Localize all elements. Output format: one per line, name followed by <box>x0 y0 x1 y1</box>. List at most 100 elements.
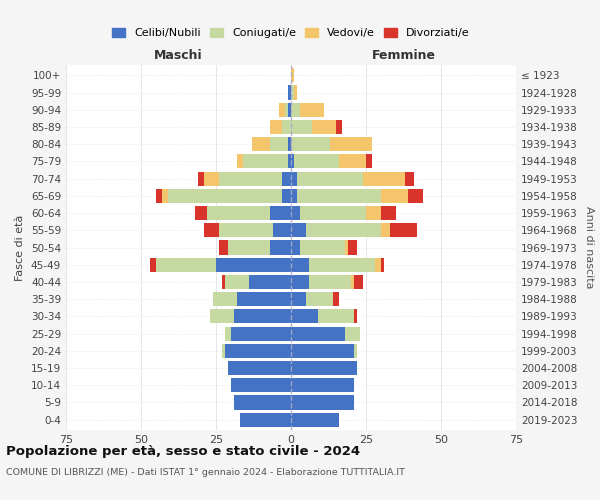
Bar <box>291 412 339 426</box>
Bar <box>225 275 249 289</box>
Bar <box>354 275 363 289</box>
Bar <box>408 189 423 203</box>
Bar <box>282 172 291 185</box>
Bar <box>222 275 225 289</box>
Bar <box>156 189 162 203</box>
Bar <box>381 223 390 238</box>
Bar <box>204 172 219 185</box>
Bar <box>204 223 219 238</box>
Bar <box>237 154 243 168</box>
Legend: Celibi/Nubili, Coniugati/e, Vedovi/e, Divorziati/e: Celibi/Nubili, Coniugati/e, Vedovi/e, Di… <box>108 23 474 43</box>
Text: Maschi: Maschi <box>154 48 203 62</box>
Bar <box>291 258 309 272</box>
Bar <box>366 154 372 168</box>
Bar <box>270 137 288 152</box>
Bar <box>225 326 231 340</box>
Bar <box>288 154 291 168</box>
Text: Femmine: Femmine <box>371 48 436 62</box>
Bar <box>381 189 408 203</box>
Bar <box>300 102 324 117</box>
Bar <box>213 292 237 306</box>
Bar <box>297 189 381 203</box>
Bar <box>237 292 291 306</box>
Text: COMUNE DI LIBRIZZI (ME) - Dati ISTAT 1° gennaio 2024 - Elaborazione TUTTITALIA.I: COMUNE DI LIBRIZZI (ME) - Dati ISTAT 1° … <box>6 468 405 477</box>
Bar <box>297 172 363 185</box>
Bar <box>291 240 300 254</box>
Bar <box>300 240 345 254</box>
Bar <box>405 172 414 185</box>
Bar <box>354 344 357 358</box>
Bar <box>291 102 300 117</box>
Bar <box>333 292 339 306</box>
Bar <box>270 240 291 254</box>
Bar <box>219 223 273 238</box>
Bar <box>198 172 204 185</box>
Bar <box>306 292 333 306</box>
Bar <box>273 223 291 238</box>
Bar <box>390 223 417 238</box>
Bar <box>294 154 339 168</box>
Bar <box>330 137 372 152</box>
Bar <box>363 172 405 185</box>
Bar <box>210 310 234 324</box>
Bar <box>249 275 291 289</box>
Bar <box>291 223 306 238</box>
Y-axis label: Anni di nascita: Anni di nascita <box>584 206 594 289</box>
Bar <box>231 326 291 340</box>
Bar <box>222 344 225 358</box>
Bar <box>291 172 297 185</box>
Bar <box>240 412 291 426</box>
Bar <box>252 137 270 152</box>
Bar <box>279 102 285 117</box>
Bar <box>228 361 291 375</box>
Text: Popolazione per età, sesso e stato civile - 2024: Popolazione per età, sesso e stato civil… <box>6 445 360 458</box>
Bar <box>162 189 168 203</box>
Bar <box>354 310 357 324</box>
Bar <box>288 102 291 117</box>
Bar <box>270 120 282 134</box>
Bar <box>291 86 294 100</box>
Bar <box>291 154 294 168</box>
Bar <box>288 86 291 100</box>
Bar <box>351 275 354 289</box>
Y-axis label: Fasce di età: Fasce di età <box>16 214 25 280</box>
Bar <box>168 189 282 203</box>
Bar <box>291 206 300 220</box>
Bar <box>291 137 330 152</box>
Bar <box>375 258 381 272</box>
Bar <box>288 137 291 152</box>
Bar <box>228 240 270 254</box>
Bar <box>309 275 351 289</box>
Bar <box>366 206 381 220</box>
Bar <box>216 258 291 272</box>
Bar <box>156 258 216 272</box>
Bar <box>339 154 366 168</box>
Bar <box>300 206 366 220</box>
Bar <box>294 86 297 100</box>
Bar <box>243 154 288 168</box>
Bar <box>318 310 354 324</box>
Bar <box>291 396 354 409</box>
Bar <box>291 344 354 358</box>
Bar <box>291 292 306 306</box>
Bar <box>195 206 207 220</box>
Bar <box>291 68 294 82</box>
Bar <box>291 361 357 375</box>
Bar <box>381 206 396 220</box>
Bar <box>291 310 318 324</box>
Bar <box>282 120 291 134</box>
Bar <box>219 172 282 185</box>
Bar <box>291 189 297 203</box>
Bar <box>348 240 357 254</box>
Bar <box>282 189 291 203</box>
Bar <box>336 120 342 134</box>
Bar <box>225 344 291 358</box>
Bar <box>291 378 354 392</box>
Bar <box>234 396 291 409</box>
Bar <box>219 240 228 254</box>
Bar <box>231 378 291 392</box>
Bar <box>312 120 336 134</box>
Bar <box>270 206 291 220</box>
Bar <box>291 275 309 289</box>
Bar <box>291 326 345 340</box>
